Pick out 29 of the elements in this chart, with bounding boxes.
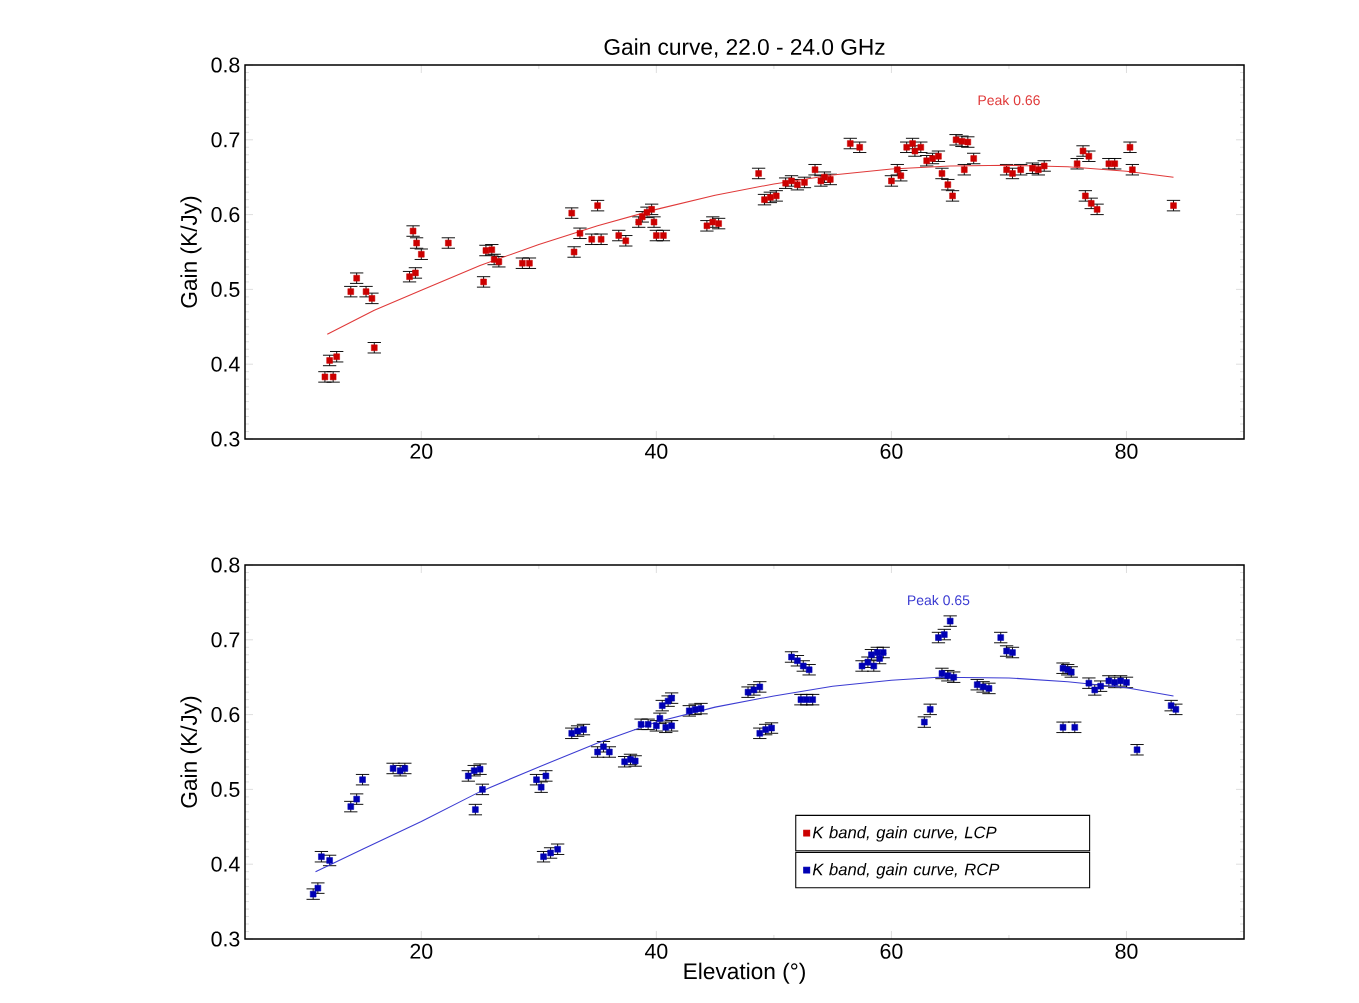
x-tick-label: 80 [1115, 443, 1138, 459]
x-tick-label: 60 [880, 943, 903, 959]
y-tick-label: 0.5 [211, 781, 240, 797]
y-tick-label: 0.5 [211, 281, 240, 297]
x-axis-title: Elevation (°) [684, 962, 805, 984]
legend-label: K band, gain curve, LCP [812, 826, 997, 842]
x-tick-label: 60 [880, 443, 903, 459]
y-tick-label: 0.7 [211, 632, 240, 648]
x-tick-label: 40 [644, 443, 668, 459]
y-tick-label: 0.6 [211, 707, 240, 723]
y-axis-title: Gain (K/Jy) [180, 196, 202, 308]
x-tick-label: 20 [410, 943, 433, 959]
legend-label: K band, gain curve, RCP [812, 863, 1000, 879]
annotation: Peak 0.66 [978, 94, 1040, 106]
annotation: Peak 0.65 [908, 594, 970, 606]
x-tick-label: 80 [1115, 943, 1138, 959]
y-tick-label: 0.8 [211, 557, 240, 573]
y-tick-label: 0.6 [211, 207, 240, 223]
line-series [326, 164, 1175, 335]
x-tick-label: 20 [410, 443, 433, 459]
y-tick-label: 0.3 [211, 931, 240, 947]
y-tick-label: 0.4 [211, 856, 240, 872]
y-tick-label: 0.4 [211, 356, 240, 372]
y-tick-label: 0.8 [211, 57, 240, 73]
y-tick-label: 0.3 [211, 431, 240, 447]
x-tick-label: 40 [644, 943, 668, 959]
y-tick-label: 0.7 [211, 132, 240, 148]
y-axis-title: Gain (K/Jy) [180, 696, 202, 808]
chart-title: Gain curve, 22.0 - 24.0 GHz [604, 38, 885, 58]
